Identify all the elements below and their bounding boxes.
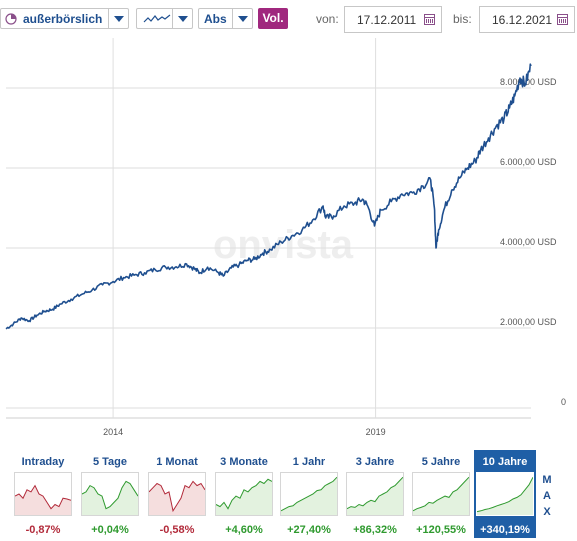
x-tick-label: 2019 xyxy=(366,427,386,437)
period-change: -0,58% xyxy=(159,524,195,536)
from-date-input[interactable]: 17.12.2011 xyxy=(344,6,442,33)
period-sparkline xyxy=(476,472,534,516)
period-label: 3 Monate xyxy=(220,456,268,468)
scale-label: Abs xyxy=(204,12,227,26)
exchange-label: außerbörslich xyxy=(23,12,103,26)
chevron-down-icon[interactable] xyxy=(172,9,192,28)
volume-button[interactable]: Vol. xyxy=(258,8,288,29)
period-label: 1 Jahr xyxy=(292,456,326,468)
period-sparkline xyxy=(280,472,338,516)
period-change: +120,55% xyxy=(416,524,466,536)
to-date-value: 16.12.2021 xyxy=(492,13,553,27)
pie-icon xyxy=(5,13,17,25)
period-tile[interactable]: 3 Monate +4,60% xyxy=(213,450,275,538)
y-tick-label: 8.000,00 USD xyxy=(500,77,557,87)
sparkline-area xyxy=(15,485,71,515)
y-tick-label: 4.000,00 USD xyxy=(500,237,557,247)
period-tile[interactable]: 5 Tage +0,04% xyxy=(79,450,141,538)
period-label: Intraday xyxy=(21,456,65,468)
period-change: +4,60% xyxy=(225,524,263,536)
chevron-down-icon[interactable] xyxy=(232,9,252,28)
sparkline-line xyxy=(280,476,338,512)
period-change: -0,87% xyxy=(25,524,61,536)
max-letter: X xyxy=(543,506,551,518)
sparkline-area xyxy=(216,479,272,515)
chart-grid xyxy=(6,38,531,419)
sparkline-line xyxy=(412,476,470,512)
period-sparkline xyxy=(346,472,404,516)
period-label: 10 Jahre xyxy=(482,456,528,468)
price-chart[interactable]: onvista 8.000,00 USD 6.000,00 USD 4.000,00… xyxy=(0,38,577,446)
calendar-icon[interactable] xyxy=(424,14,435,25)
from-label: von: xyxy=(316,12,339,26)
sparkline-line xyxy=(14,484,72,510)
period-tile[interactable]: 1 Monat -0,58% xyxy=(146,450,208,538)
chart-style-dropdown[interactable] xyxy=(136,8,193,29)
period-label: 1 Monat xyxy=(156,456,198,468)
sparkline-area xyxy=(347,477,403,515)
period-sparkline xyxy=(215,472,273,516)
scale-dropdown[interactable]: Abs xyxy=(198,8,253,29)
sparkline-line xyxy=(81,480,139,510)
period-change: +86,32% xyxy=(353,524,397,536)
sparkline-area xyxy=(149,481,205,515)
chart-toolbar: außerbörslich Abs Vol. von: 17.12.2011 b… xyxy=(0,0,577,38)
sparkline-line xyxy=(148,480,206,513)
period-sparkline xyxy=(148,472,206,516)
max-button[interactable]: M A X xyxy=(541,472,553,520)
sparkline-line xyxy=(476,476,534,513)
period-change: +27,40% xyxy=(287,524,331,536)
period-change: +340,19% xyxy=(480,524,530,536)
period-tile[interactable]: 1 Jahr +27,40% xyxy=(278,450,340,538)
y-tick-label: 2.000,00 USD xyxy=(500,317,557,327)
x-tick-label: 2014 xyxy=(103,427,123,437)
period-selector: Intraday -0,87% 5 Tage +0,04% 1 Monat -0,58% 3… xyxy=(0,448,577,541)
period-label: 5 Tage xyxy=(92,456,128,468)
period-change: +0,04% xyxy=(91,524,129,536)
y-tick-label: 6.000,00 USD xyxy=(500,157,557,167)
y-tick-label: 0 xyxy=(561,397,566,407)
to-label: bis: xyxy=(453,12,472,26)
period-tile[interactable]: Intraday -0,87% xyxy=(12,450,74,538)
period-sparkline xyxy=(14,472,72,516)
sparkline-line xyxy=(215,478,273,510)
period-tile[interactable]: 3 Jahre +86,32% xyxy=(344,450,406,538)
to-date-input[interactable]: 16.12.2021 xyxy=(479,6,575,33)
period-sparkline xyxy=(412,472,470,516)
period-label: 3 Jahre xyxy=(355,456,395,468)
sparkline-area xyxy=(477,477,533,515)
from-date-value: 17.12.2011 xyxy=(357,13,417,27)
exchange-dropdown[interactable]: außerbörslich xyxy=(0,8,129,29)
sparkline-area xyxy=(82,481,138,515)
period-tile[interactable]: 10 Jahre +340,19% xyxy=(474,450,536,538)
period-label: 5 Jahre xyxy=(421,456,461,468)
chart-axis-labels: 8.000,00 USD 6.000,00 USD 4.000,00 USD 2.00… xyxy=(103,77,566,437)
period-sparkline xyxy=(81,472,139,516)
chevron-down-icon[interactable] xyxy=(108,9,128,28)
watermark: onvista xyxy=(213,223,354,267)
period-tile[interactable]: 5 Jahre +120,55% xyxy=(410,450,472,538)
sparkline-area xyxy=(413,477,469,515)
price-line xyxy=(5,63,532,330)
max-letter: A xyxy=(543,490,551,502)
calendar-icon[interactable] xyxy=(557,14,568,25)
line-chart-icon xyxy=(143,14,171,23)
max-letter: M xyxy=(542,474,552,486)
sparkline-line xyxy=(346,476,404,510)
